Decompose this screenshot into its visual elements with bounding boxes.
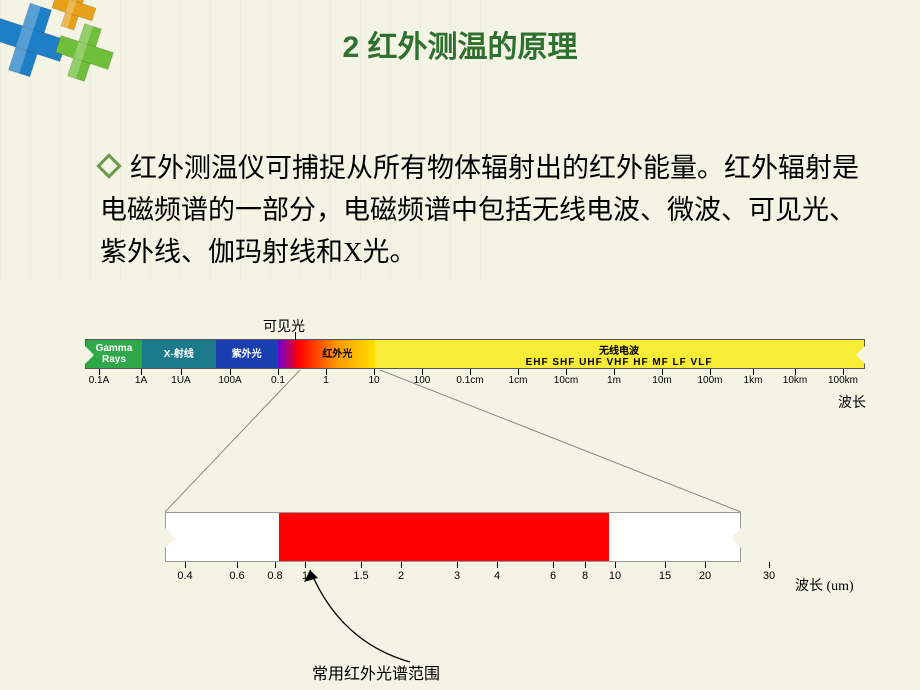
tick-label: 10 bbox=[609, 570, 621, 582]
notch-right bbox=[856, 346, 865, 364]
tick-label: 6 bbox=[550, 570, 556, 582]
bullet-icon bbox=[96, 153, 121, 178]
spectrum-main: GammaRaysX-射线紫外光红外光 无线电波 EHF SHF UHF VHF… bbox=[85, 339, 865, 379]
tick-label: 0.1cm bbox=[456, 375, 483, 386]
tick-label: 20 bbox=[699, 570, 711, 582]
spectrum-segment bbox=[278, 340, 300, 368]
tick-label: 15 bbox=[659, 570, 671, 582]
radio-labels: 无线电波 EHF SHF UHF VHF HF MF LF VLF bbox=[374, 340, 864, 368]
visible-light-pointer bbox=[295, 332, 296, 340]
tick-label: 100m bbox=[697, 375, 722, 386]
notch-left bbox=[85, 346, 94, 364]
spectrum-zoom-ticks: 0.40.60.811.52346810152030 bbox=[165, 562, 781, 580]
radio-title: 无线电波 bbox=[374, 342, 864, 357]
zoom-lines bbox=[0, 370, 920, 515]
tick-label: 1A bbox=[135, 375, 147, 386]
tick bbox=[185, 562, 186, 568]
spectrum-segment: GammaRays bbox=[86, 340, 142, 368]
radio-bands: EHF SHF UHF VHF HF MF LF VLF bbox=[374, 357, 864, 368]
tick-label: 8 bbox=[582, 570, 588, 582]
arrow-icon bbox=[300, 562, 460, 672]
spectrum-segment: 紫外光 bbox=[216, 340, 278, 368]
tick-label: 0.1A bbox=[89, 375, 110, 386]
tick-label: 10 bbox=[368, 375, 379, 386]
tick-label: 1 bbox=[323, 375, 329, 386]
tick-label: 10m bbox=[652, 375, 671, 386]
tick-label: 4 bbox=[494, 570, 500, 582]
tick bbox=[615, 562, 616, 568]
zoom-highlight bbox=[279, 513, 609, 561]
tick bbox=[275, 562, 276, 568]
spectrum-segment: X-射线 bbox=[142, 340, 216, 368]
axis-label-main: 波长 bbox=[838, 392, 866, 412]
notch-left-zoom bbox=[165, 528, 175, 548]
slide-title: 2 红外测温的原理 bbox=[0, 22, 920, 66]
tick bbox=[237, 562, 238, 568]
tick-label: 0.8 bbox=[267, 570, 282, 582]
slide-body: 红外测温仪可捕捉从所有物体辐射出的红外能量。红外辐射是电磁频谱的一部分，电磁频谱… bbox=[100, 148, 860, 274]
body-text-content: 红外测温仪可捕捉从所有物体辐射出的红外能量。红外辐射是电磁频谱的一部分，电磁频谱… bbox=[100, 153, 859, 267]
spectrum-zoom: 0.40.60.811.52346810152030 bbox=[165, 512, 781, 580]
tick-label: 0.1 bbox=[271, 375, 285, 386]
tick-label: 100A bbox=[218, 375, 241, 386]
tick-label: 1cm bbox=[509, 375, 528, 386]
spectrum-main-bar: GammaRaysX-射线紫外光红外光 无线电波 EHF SHF UHF VHF… bbox=[85, 339, 865, 369]
tick bbox=[665, 562, 666, 568]
spectrum-zoom-bar bbox=[165, 512, 741, 562]
tick bbox=[553, 562, 554, 568]
tick bbox=[585, 562, 586, 568]
tick-label: 1km bbox=[744, 375, 763, 386]
bottom-label: 常用红外光谱范围 bbox=[312, 660, 440, 684]
notch-right-zoom bbox=[731, 528, 741, 548]
axis-label-zoom: 波长 (um) bbox=[795, 575, 854, 595]
tick-label: 100km bbox=[828, 375, 858, 386]
tick-label: 0.6 bbox=[229, 570, 244, 582]
tick bbox=[705, 562, 706, 568]
tick-label: 1m bbox=[607, 375, 621, 386]
visible-light-label: 可见光 bbox=[263, 316, 305, 336]
spectrum-segment: 红外光 bbox=[299, 340, 375, 368]
tick-label: 10cm bbox=[554, 375, 578, 386]
spectrum-main-ticks: 0.1A1A1UA100A0.11101000.1cm1cm10cm1m10m1… bbox=[85, 369, 865, 379]
tick bbox=[769, 562, 770, 568]
tick-label: 0.4 bbox=[177, 570, 192, 582]
tick-label: 100 bbox=[414, 375, 431, 386]
tick bbox=[497, 562, 498, 568]
tick-label: 30 bbox=[763, 570, 775, 582]
tick-label: 10km bbox=[783, 375, 807, 386]
tick-label: 1UA bbox=[171, 375, 190, 386]
